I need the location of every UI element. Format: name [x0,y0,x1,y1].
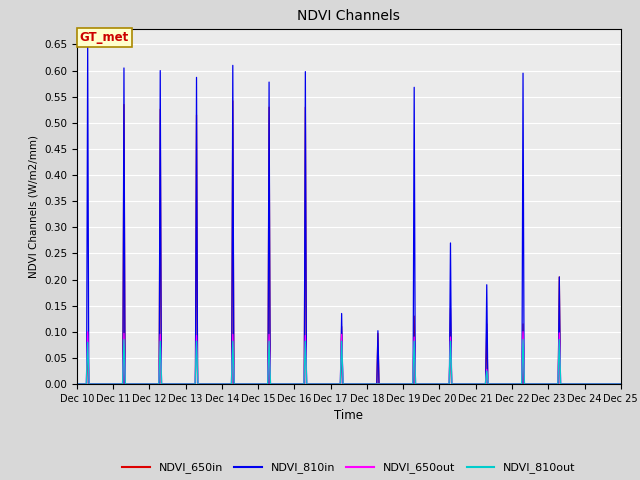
NDVI_810in [282,381,289,387]
NDVI_650in [229,98,237,104]
NDVI_810out [73,381,81,387]
NDVI_810out [135,381,143,387]
NDVI_810out [617,381,625,387]
NDVI_810out [168,381,175,387]
Line: NDVI_810in: NDVI_810in [77,45,621,384]
NDVI_650out [168,381,175,387]
NDVI_810in [607,381,614,387]
NDVI_650in [607,381,614,387]
NDVI_810in [617,381,625,387]
NDVI_810out [607,381,614,387]
NDVI_810in [548,381,556,387]
Legend: NDVI_650in, NDVI_810in, NDVI_650out, NDVI_810out: NDVI_650in, NDVI_810in, NDVI_650out, NDV… [118,458,580,478]
NDVI_650in [617,381,625,387]
Title: NDVI Channels: NDVI Channels [298,10,400,24]
NDVI_650out [135,381,143,387]
Text: GT_met: GT_met [79,31,129,44]
NDVI_650in [73,381,81,387]
NDVI_810in [73,381,81,387]
NDVI_650in [167,381,175,387]
NDVI_810in [84,42,92,48]
NDVI_810in [135,381,143,387]
NDVI_650in [135,381,143,387]
NDVI_810in [305,381,313,387]
NDVI_650out [73,381,81,387]
NDVI_650in [282,381,289,387]
NDVI_650out [607,381,614,387]
NDVI_650out [305,381,313,387]
NDVI_650out [84,329,92,335]
NDVI_810in [168,381,175,387]
NDVI_650out [548,381,556,387]
NDVI_810out [120,337,128,343]
NDVI_650in [548,381,556,387]
NDVI_810out [548,381,556,387]
X-axis label: Time: Time [334,409,364,422]
NDVI_810out [305,381,313,387]
Line: NDVI_650in: NDVI_650in [77,101,621,384]
NDVI_650in [305,381,313,387]
NDVI_650out [617,381,625,387]
NDVI_810out [282,381,289,387]
Line: NDVI_810out: NDVI_810out [77,340,621,384]
Line: NDVI_650out: NDVI_650out [77,332,621,384]
Y-axis label: NDVI Channels (W/m2/mm): NDVI Channels (W/m2/mm) [28,135,38,278]
NDVI_650out [282,381,289,387]
